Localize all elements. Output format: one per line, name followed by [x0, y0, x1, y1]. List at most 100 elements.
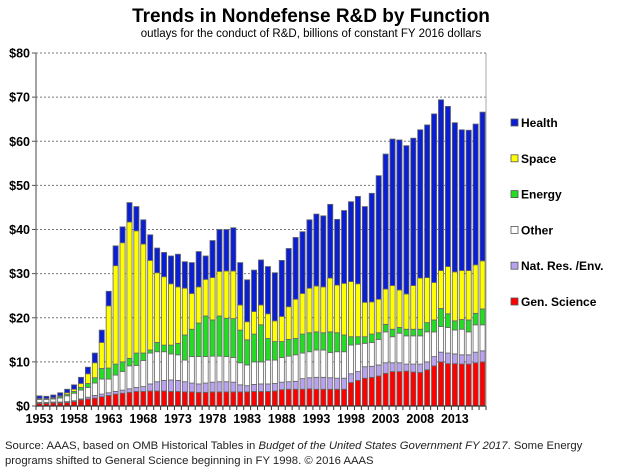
bar-segment-other-2003 [382, 331, 389, 364]
bar-segment-gen-science-1963 [105, 395, 112, 407]
bar-segment-gen-science-1993 [313, 388, 320, 407]
bar-segment-gen-science-1959 [78, 399, 84, 407]
bar-segment-gen-science-1988 [278, 389, 285, 407]
bar-segment-space-1988 [278, 316, 285, 342]
bar-segment-other-1984 [251, 361, 258, 385]
x-tick-label: 1978 [199, 412, 227, 426]
bar-segment-energy-1974 [181, 334, 188, 361]
bar-segment-gen-science-1984 [251, 391, 258, 407]
source-suffix: . Some Energy programs shifted to Genera… [5, 440, 583, 467]
x-tick-label: 1953 [26, 412, 54, 426]
bar-segment-other-1970 [154, 351, 161, 383]
bar-segment-health-1996 [334, 218, 341, 286]
bar-segment-gen-science-1995 [327, 388, 334, 407]
bar-segment-nat-res-env-1994 [320, 376, 327, 390]
bar-segment-health-1960 [84, 366, 91, 375]
bar-segment-nat-res-env-2010 [431, 356, 438, 367]
bar-segment-energy-1996 [334, 332, 341, 353]
bar-segment-gen-science-1979 [216, 391, 223, 407]
bar-segment-nat-res-env-2005 [396, 362, 403, 372]
bar-segment-energy-1993 [313, 331, 320, 351]
bar-segment-other-2005 [396, 332, 403, 364]
bar-segment-health-2001 [368, 192, 375, 303]
bar-segment-nat-res-env-2017 [479, 350, 486, 363]
bar-segment-energy-1973 [174, 342, 181, 356]
bar-segment-energy-1961 [91, 377, 98, 384]
bar-segment-space-1970 [154, 272, 161, 343]
bar-segment-other-1981 [230, 357, 237, 383]
bar-segment-nat-res-env-1992 [306, 377, 313, 390]
bar-segment-nat-res-env-1967 [133, 387, 140, 392]
bar-segment-energy-1992 [306, 332, 313, 353]
x-tick-label: 1968 [129, 412, 157, 426]
bar-segment-nat-res-env-2015 [465, 354, 472, 365]
bar-segment-space-1979 [216, 271, 223, 317]
bar-segment-gen-science-2013 [451, 363, 458, 407]
bar-segment-space-1998 [348, 281, 354, 338]
bar-segment-nat-res-env-1998 [348, 373, 354, 384]
bar-segment-space-1974 [181, 287, 188, 336]
legend-swatch [510, 261, 519, 270]
bar-segment-other-2014 [458, 328, 465, 356]
bar-segment-other-1979 [216, 355, 223, 383]
bar-segment-energy-2011 [438, 308, 444, 327]
bar-segment-energy-1967 [133, 352, 140, 366]
bar-segment-health-1998 [348, 201, 354, 282]
bar-segment-energy-2015 [465, 319, 472, 333]
bar-segment-energy-2017 [479, 308, 486, 326]
source-prefix: Source: AAAS, based on OMB Historical Ta… [5, 440, 259, 452]
bar-segment-space-2013 [451, 271, 458, 322]
bar-segment-space-1981 [230, 270, 237, 320]
bar-segment-energy-2006 [403, 328, 410, 337]
bar-segment-other-1955 [50, 398, 57, 403]
y-tick-labels: $0 $10 $20 $30 $40 $50 $60 $70 $80 [9, 47, 30, 414]
bar-segment-gen-science-1998 [348, 382, 354, 407]
bar-segment-space-1972 [168, 283, 174, 346]
y-tick-label: $30 [9, 267, 30, 281]
bar-segment-other-1995 [327, 352, 334, 379]
bar-segment-health-1997 [341, 210, 348, 284]
legend-label: Gen. Science [521, 295, 597, 309]
bar-segment-nat-res-env-1995 [327, 377, 334, 390]
bar-segment-nat-res-env-2006 [403, 363, 410, 372]
bar-segment-other-1963 [105, 378, 112, 394]
bar-segment-space-2001 [368, 301, 375, 335]
bar-segment-nat-res-env-2009 [424, 361, 431, 371]
bar-segment-space-1984 [251, 311, 258, 335]
bar-segment-space-1973 [174, 286, 181, 344]
bar-segment-gen-science-1983 [244, 391, 251, 407]
bar-segment-space-1986 [264, 313, 271, 339]
bar-segment-other-1999 [354, 343, 361, 372]
bar-segment-space-1999 [354, 283, 361, 338]
bar-segment-gen-science-1990 [292, 388, 299, 407]
bar-segment-other-1958 [71, 392, 78, 402]
bar-segment-health-2014 [458, 129, 465, 271]
bar-segment-nat-res-env-1988 [278, 381, 285, 391]
bar-segment-space-2012 [444, 266, 451, 315]
bar-segment-other-1996 [334, 351, 341, 379]
bar-segment-space-1967 [133, 230, 140, 354]
bar-segment-nat-res-env-1989 [285, 381, 292, 390]
bars [36, 99, 486, 407]
bar-segment-other-1966 [126, 365, 133, 390]
bar-segment-nat-res-env-2013 [451, 353, 458, 365]
bar-segment-nat-res-env-1985 [258, 383, 264, 392]
bar-segment-health-2005 [396, 139, 403, 291]
bar-segment-other-1960 [84, 387, 91, 398]
bar-segment-space-2006 [403, 293, 410, 330]
bar-segment-energy-1964 [112, 363, 119, 376]
bar-segment-other-1967 [133, 365, 140, 388]
bar-segment-energy-1998 [348, 336, 354, 346]
bar-segment-gen-science-2004 [389, 371, 396, 407]
bar-segment-space-1980 [223, 270, 230, 319]
bar-segment-health-2007 [410, 137, 417, 286]
bar-segment-other-1968 [140, 360, 147, 387]
bar-segment-energy-1990 [292, 338, 299, 356]
bar-segment-gen-science-1982 [237, 391, 244, 407]
bar-segment-energy-1975 [188, 328, 195, 357]
bar-segment-energy-2001 [368, 333, 375, 343]
bar-segment-space-1997 [341, 282, 348, 336]
bar-segment-other-2000 [361, 342, 368, 368]
bar-segment-health-1979 [216, 229, 223, 272]
